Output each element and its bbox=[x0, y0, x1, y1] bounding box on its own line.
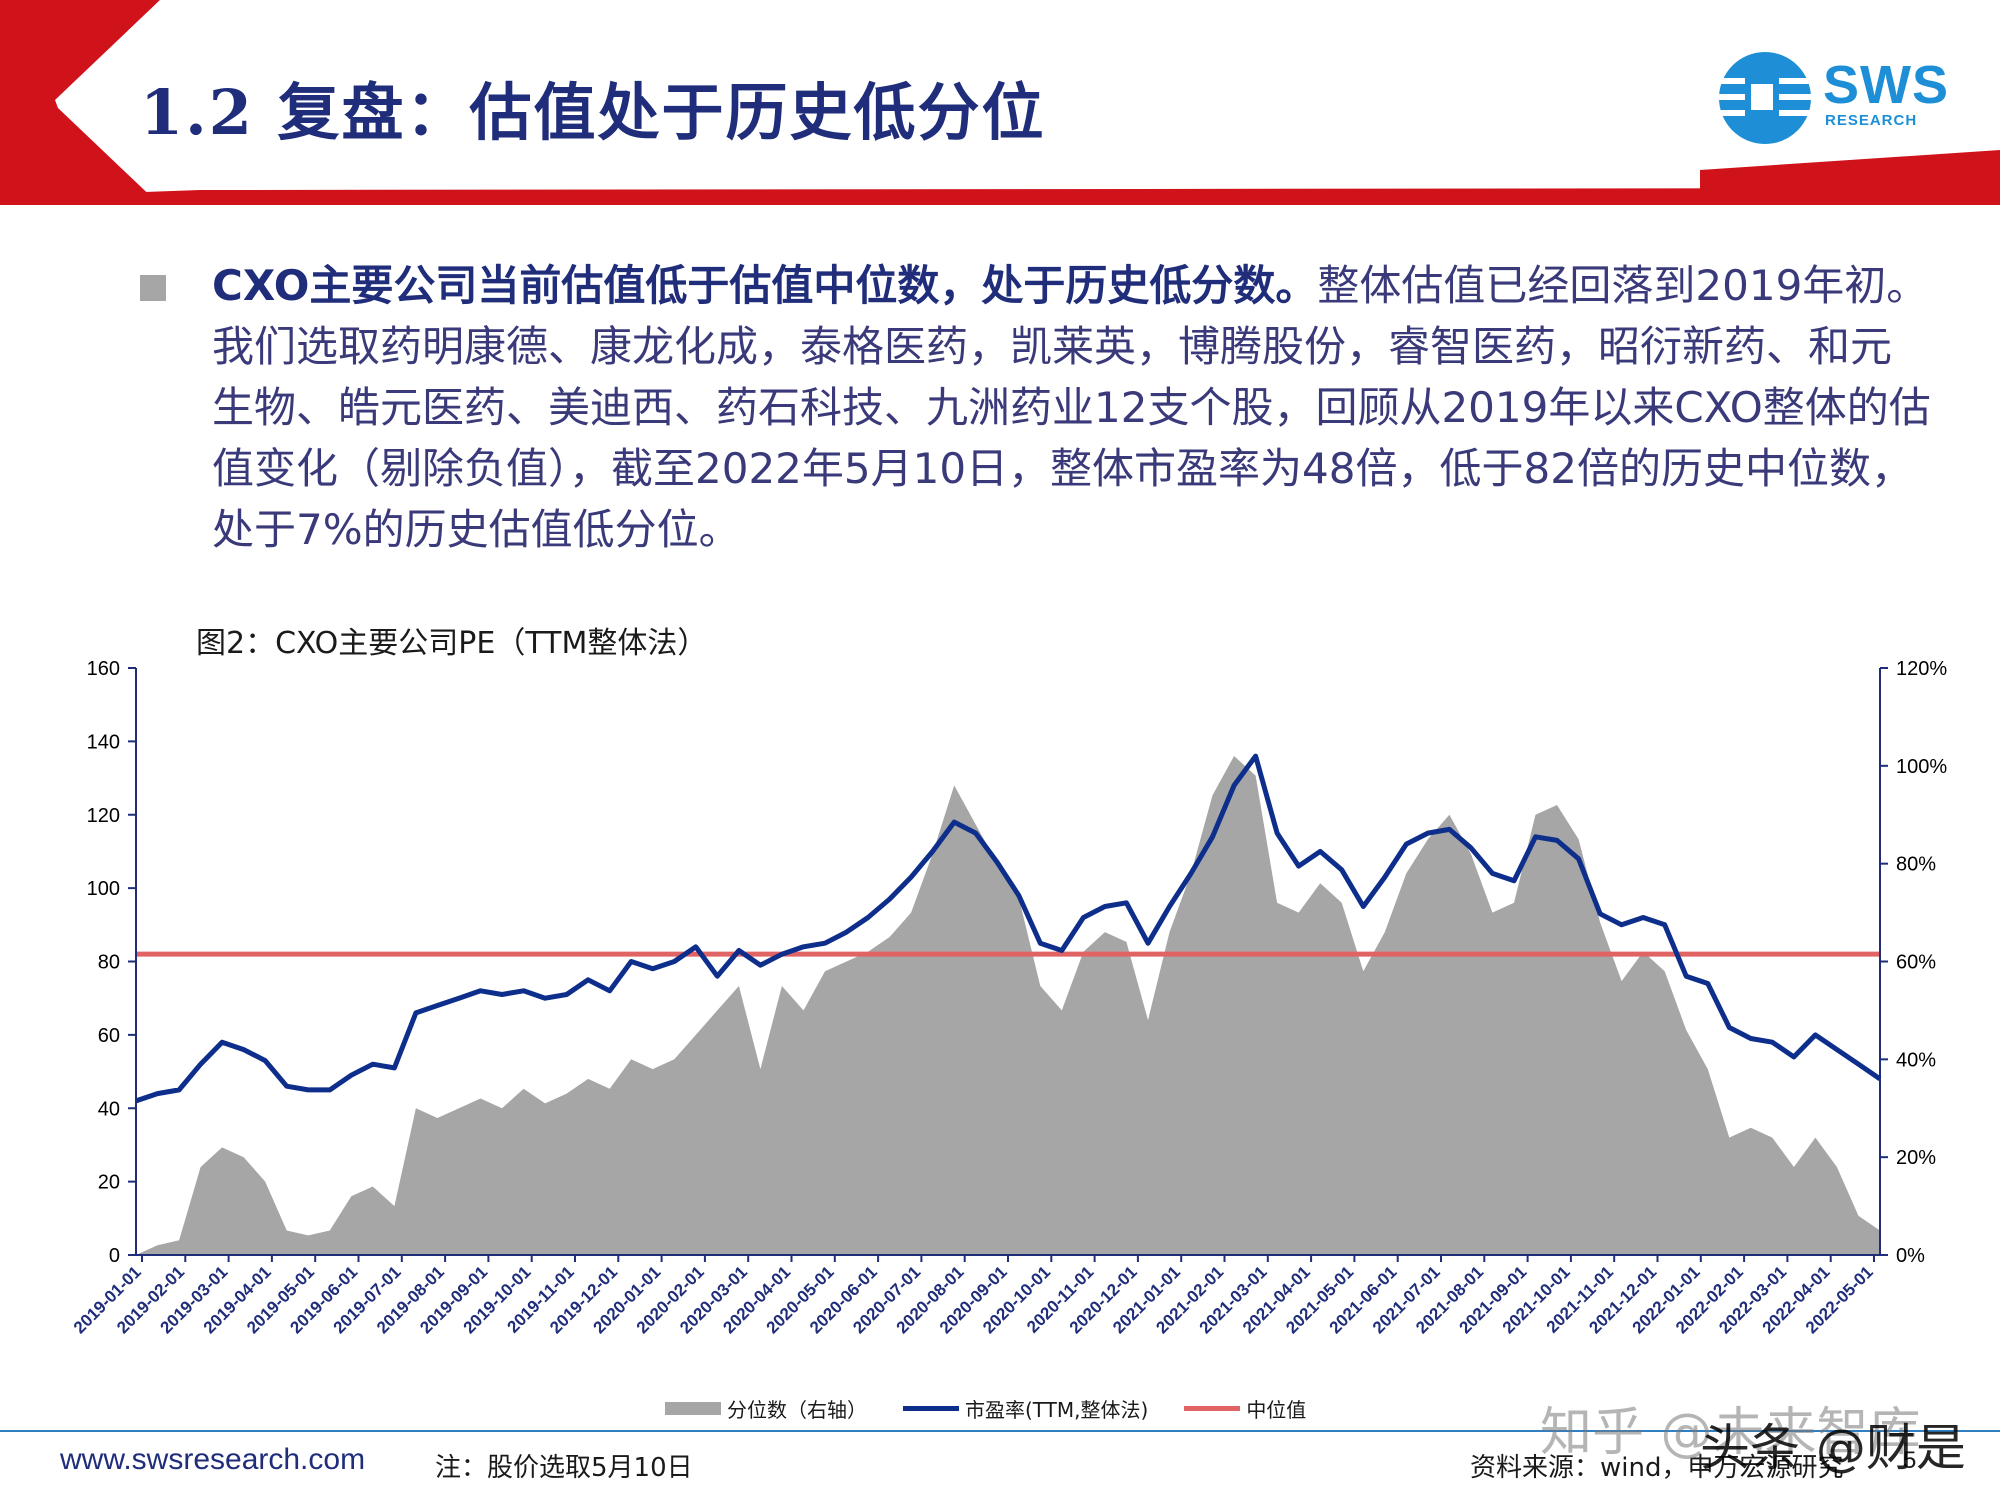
percentile-area bbox=[136, 756, 1880, 1255]
legend-label-pe: 市盈率(TTM,整体法) bbox=[965, 1397, 1149, 1422]
header-banner bbox=[0, 0, 2000, 205]
left-tick-label: 100 bbox=[87, 878, 120, 900]
pe-chart: 0 20 40 60 80 100 120 140 160 0% 20% 40% 60% 80% 100% 1… bbox=[70, 658, 1947, 1337]
legend-swatch-area bbox=[665, 1401, 721, 1415]
pe-line bbox=[135, 753, 1882, 1104]
left-tick-label: 140 bbox=[87, 731, 120, 753]
legend-item-median: 中位值 bbox=[1184, 1394, 1306, 1423]
summary-body: 整体估值已经回落到2019年初。我们选取药明康德、康龙化成，泰格医药，凯莱英，博… bbox=[212, 261, 1931, 554]
left-tick-label: 60 bbox=[98, 1025, 120, 1047]
logo-subtext: RESEARCH bbox=[1825, 112, 1918, 129]
sws-logo: SWS RESEARCH bbox=[1715, 48, 1955, 148]
right-tick-label: 20% bbox=[1896, 1147, 1936, 1169]
legend-item-percentile: 分位数（右轴） bbox=[665, 1394, 867, 1423]
logo-text: SWS bbox=[1823, 55, 1950, 115]
left-tick-label: 40 bbox=[98, 1098, 120, 1120]
summary-lead: CXO主要公司当前估值低于估值中位数，处于历史低分数。 bbox=[212, 261, 1318, 310]
legend-label-percentile: 分位数（右轴） bbox=[727, 1397, 867, 1422]
bullet-marker bbox=[140, 275, 166, 301]
left-tick-label: 160 bbox=[87, 658, 120, 680]
footer-divider bbox=[0, 1430, 2000, 1432]
right-tick-label: 40% bbox=[1896, 1049, 1936, 1071]
chart-legend: 分位数（右轴） 市盈率(TTM,整体法) 中位值 bbox=[665, 1393, 1342, 1423]
legend-swatch-median bbox=[1184, 1405, 1241, 1411]
legend-label-median: 中位值 bbox=[1246, 1397, 1307, 1422]
right-tick-label: 0% bbox=[1896, 1245, 1925, 1267]
legend-swatch-line bbox=[903, 1405, 959, 1411]
right-tick-label: 100% bbox=[1896, 756, 1947, 778]
right-tick-label: 60% bbox=[1896, 952, 1936, 974]
left-tick-label: 120 bbox=[87, 805, 120, 827]
legend-item-pe: 市盈率(TTM,整体法) bbox=[903, 1394, 1148, 1423]
page-number: 5 bbox=[1903, 1447, 1917, 1474]
left-tick-label: 80 bbox=[98, 952, 120, 974]
right-tick-label: 80% bbox=[1896, 854, 1936, 876]
left-tick-label: 20 bbox=[98, 1172, 120, 1194]
footer-note: 注：股价选取5月10日 bbox=[435, 1453, 693, 1483]
footer-url[interactable]: www.swsresearch.com bbox=[60, 1443, 366, 1476]
watermark-zhihu: 知乎 @未来智库 bbox=[1540, 1403, 1921, 1463]
left-tick-label: 0 bbox=[109, 1245, 120, 1267]
chart-title: 图2：CXO主要公司PE（TTM整体法） bbox=[196, 626, 708, 661]
watermark-toutiao: 头条 @财是 bbox=[1700, 1419, 1966, 1477]
slide-header: 1.2 复盘：估值处于历史低分位 SWS RESEARCH bbox=[0, 0, 2000, 205]
sws-globe-icon bbox=[1719, 52, 1811, 144]
summary-paragraph: CXO主要公司当前估值低于估值中位数，处于历史低分数。整体估值已经回落到2019… bbox=[212, 255, 1932, 560]
page-title: 1.2 复盘：估值处于历史低分位 bbox=[140, 76, 1046, 149]
footer-source: 资料来源：wind，申万宏源研究 bbox=[1470, 1453, 1844, 1483]
right-tick-label: 120% bbox=[1896, 658, 1947, 680]
